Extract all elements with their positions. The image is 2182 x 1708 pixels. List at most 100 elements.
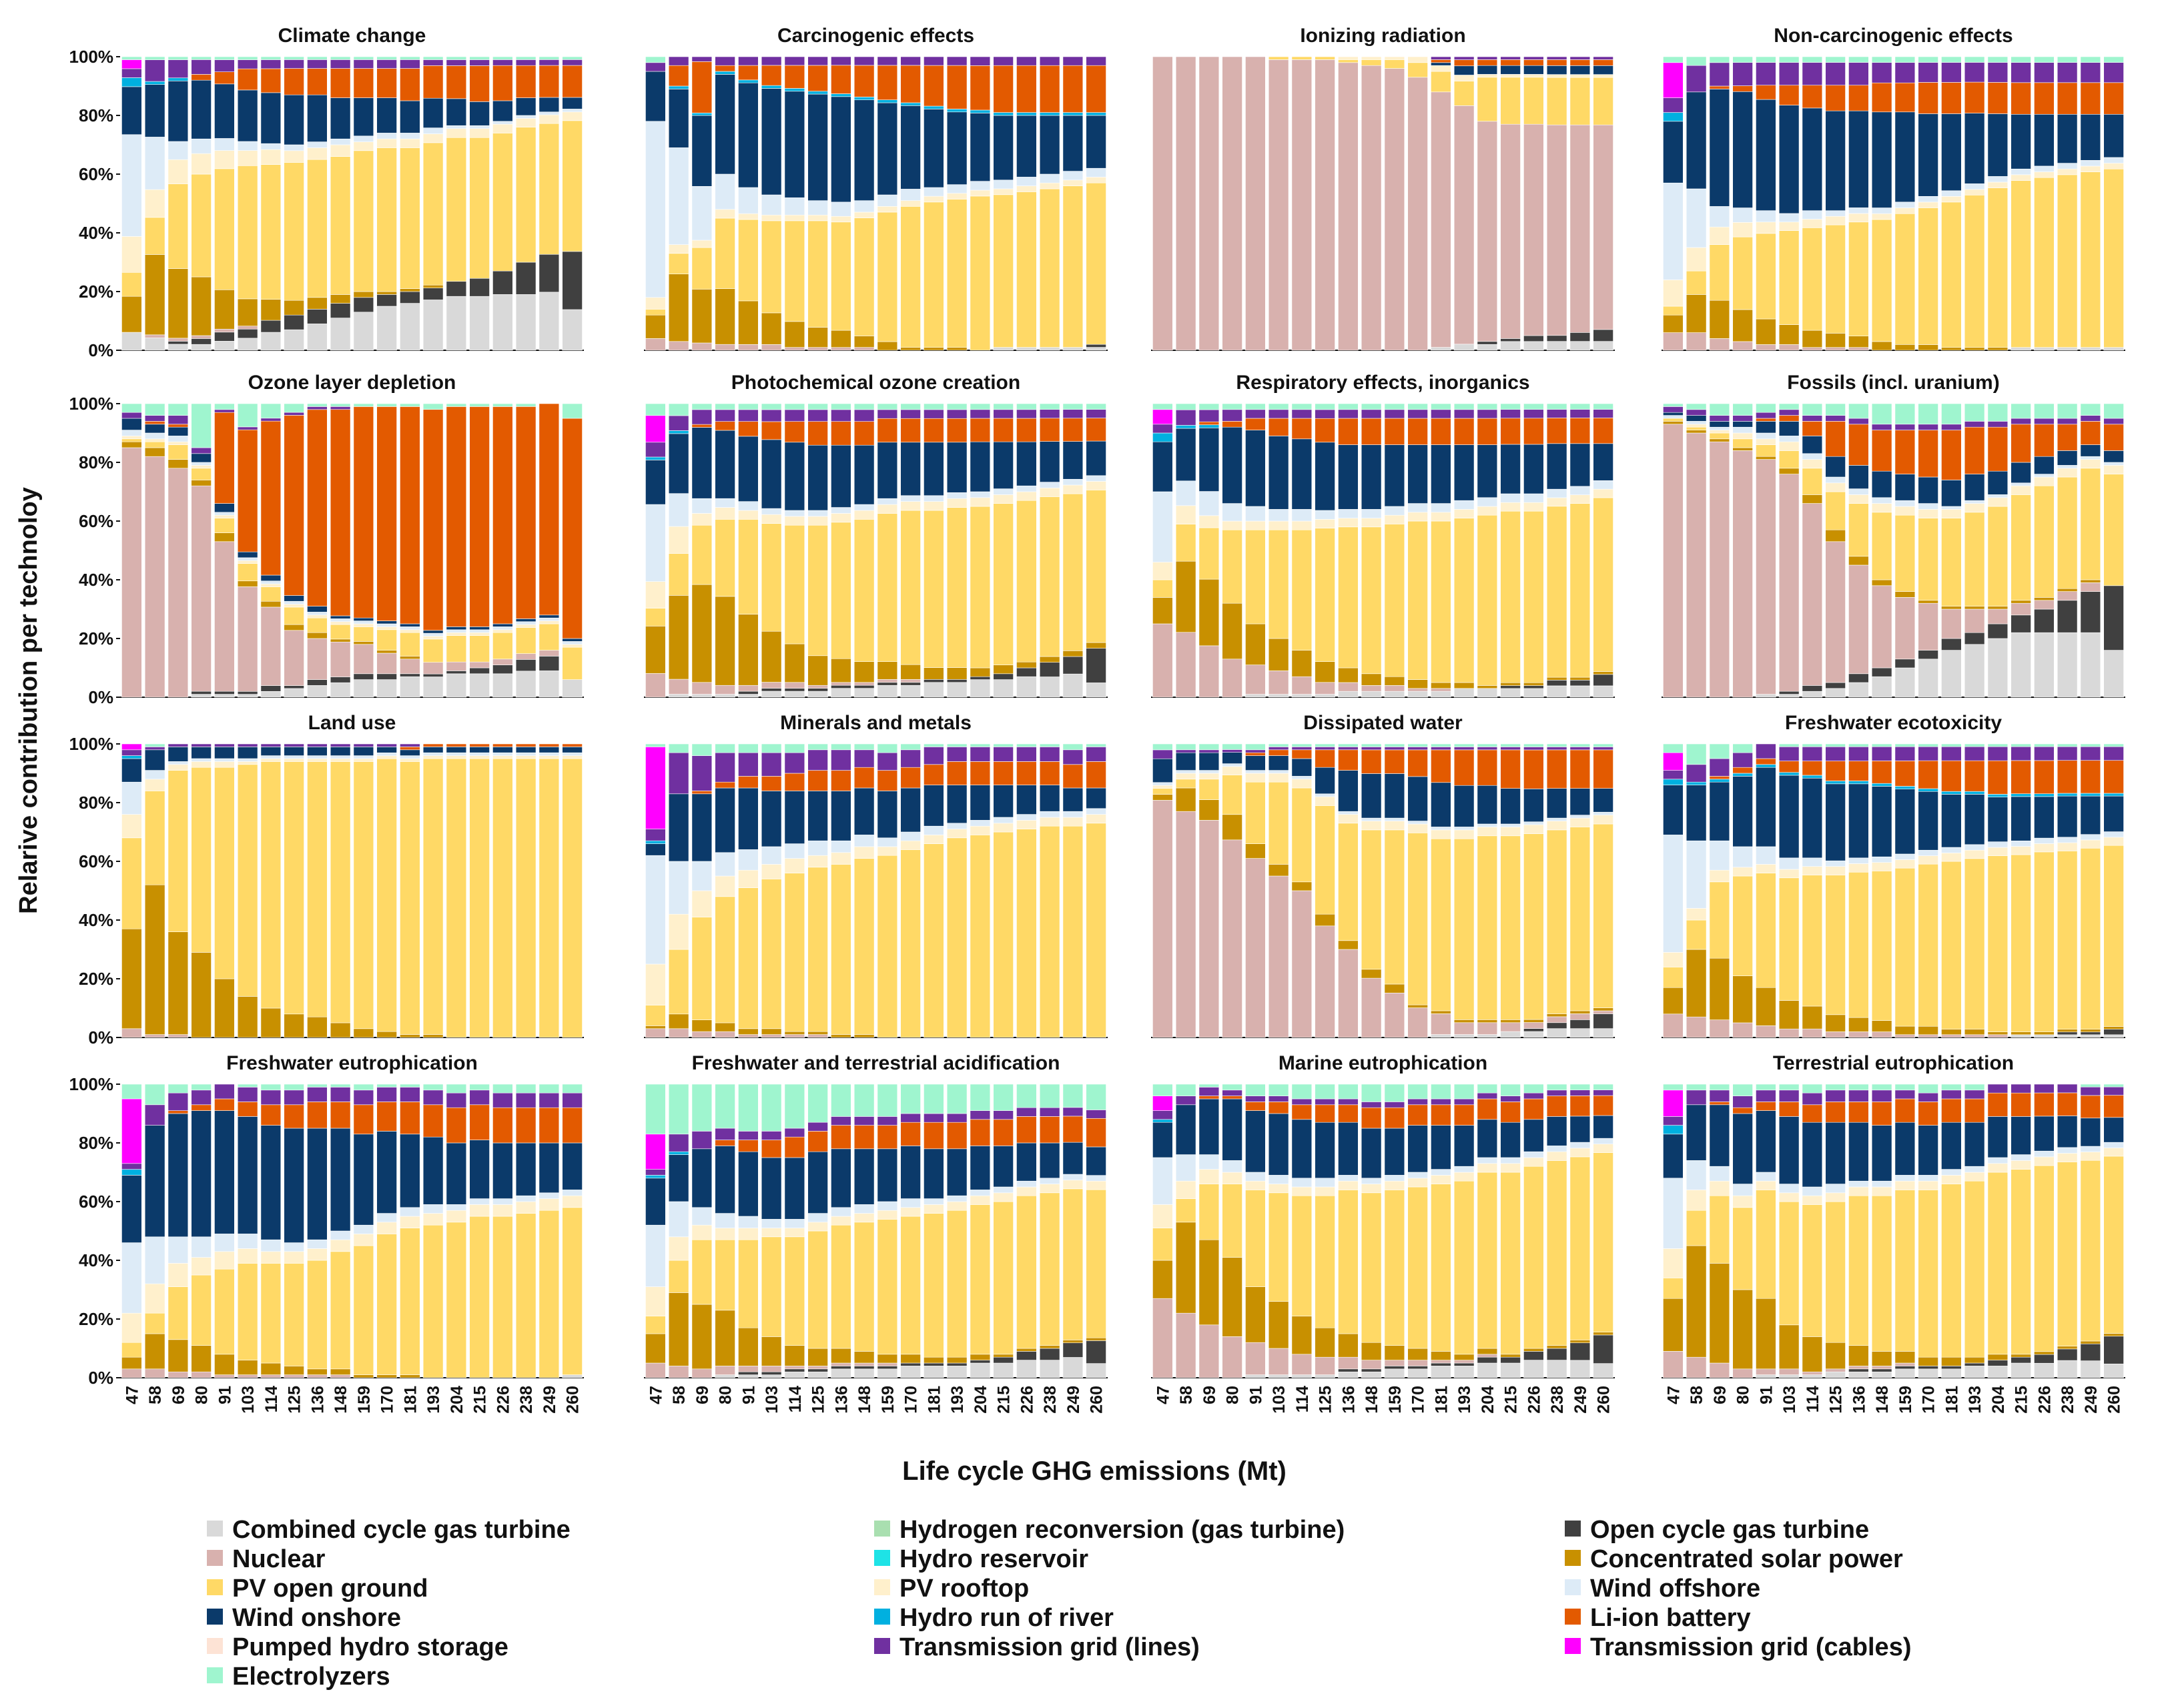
bar-segment-liion <box>1500 1102 1521 1123</box>
panel-11: Dissipated water <box>1151 712 1615 1038</box>
x-tick-label: 181 <box>401 1386 420 1414</box>
bar-segment-woff <box>2080 159 2101 167</box>
bar-segment-ely <box>1268 1084 1289 1096</box>
bar-segment-tgl <box>121 68 142 78</box>
bar-segment-pvrt <box>1778 222 1800 231</box>
bar-segment-pvog <box>1291 529 1313 651</box>
bar-segment-ocgt <box>1500 685 1521 689</box>
bar-segment-csp <box>260 600 282 608</box>
bar-segment-tgl <box>1802 1092 1823 1106</box>
bar-segment-pvrt <box>853 510 875 520</box>
bar-segment-nuc <box>260 606 282 686</box>
bar-segment-hror <box>121 1169 142 1176</box>
bar-segment-ely <box>422 56 444 60</box>
bar-segment-pvog <box>2034 177 2055 348</box>
bar-segment-woff <box>307 612 328 616</box>
bar-segment-liion <box>2011 760 2031 795</box>
bar-segment-ccgt <box>422 300 444 351</box>
bar-segment-ely <box>2103 403 2124 419</box>
bar-segment-pvrt <box>1453 1172 1475 1182</box>
bar-segment-csp <box>167 268 189 339</box>
bar-segment-csp <box>1152 1260 1173 1299</box>
bar-segment-pvrt <box>121 814 142 839</box>
bar-segment-liion <box>738 776 759 789</box>
bar-segment-woff <box>191 138 212 154</box>
y-tick-label: 40% <box>79 223 113 243</box>
bar-segment-woff <box>2057 837 2078 843</box>
bar-segment-tgl <box>1546 1090 1567 1096</box>
bar-segment-woff <box>1569 1142 1591 1149</box>
bar-segment-csp <box>645 1025 666 1029</box>
bar-segment-woff <box>376 623 397 627</box>
bar-segment-pvog <box>1848 222 1869 336</box>
bar-segment-nuc <box>738 344 759 351</box>
legend-label: Wind onshore <box>232 1604 401 1632</box>
bar-segment-woff <box>1686 840 1707 909</box>
bar-segment-nuc <box>1894 597 1916 660</box>
bar-segment-won <box>167 747 189 762</box>
bar-segment-ely <box>1918 56 1938 63</box>
bar-segment-pvrt <box>1732 222 1753 238</box>
bar-segment-woff <box>831 201 851 217</box>
bar-segment-tgl <box>1453 1098 1475 1106</box>
bar-segment-tgl <box>1268 409 1289 419</box>
bar-segment-won <box>691 793 713 862</box>
bar-segment-tgl <box>1198 749 1220 753</box>
bar-segment-ely <box>191 403 212 448</box>
bar-segment-pvrt <box>2057 1153 2078 1162</box>
bar-segment-won <box>1407 444 1428 504</box>
bar-segment-pvrt <box>1918 509 1938 518</box>
bar-segment-csp <box>1987 606 2009 610</box>
bar-segment-ocgt <box>1871 667 1892 677</box>
bar-segment-nuc <box>1500 123 1521 339</box>
bar-segment-pvrt <box>1848 213 1869 223</box>
bar-segment-woff <box>1384 1175 1405 1182</box>
bar-segment-pvrt <box>1500 74 1521 78</box>
y-tick-label: 20% <box>79 1309 113 1329</box>
bar-segment-csp <box>1894 591 1916 598</box>
bar-segment-pvrt <box>446 632 467 636</box>
bar-segment-liion <box>1062 65 1084 113</box>
bar-segment-ccgt <box>307 685 328 698</box>
bar-segment-won <box>1987 470 2009 495</box>
bar-segment-won <box>284 1128 304 1243</box>
bar-segment-nuc <box>1198 1324 1220 1378</box>
bar-segment-csp <box>1686 949 1707 1017</box>
bar-segment-won <box>2011 113 2031 169</box>
bar-segment-woff <box>260 1239 282 1252</box>
bar-segment-tgl <box>761 1131 782 1140</box>
bar-segment-pvrt <box>1802 866 1823 875</box>
bar-segment-ely <box>1964 56 1985 63</box>
bar-segment-liion <box>761 776 782 791</box>
bar-segment-ccgt <box>715 1374 735 1378</box>
x-tick-label: 125 <box>1827 1386 1846 1414</box>
bar-segment-csp <box>1152 597 1173 624</box>
bar-segment-nuc <box>144 334 165 338</box>
bar-segment-won <box>715 74 735 175</box>
x-tick-label: 170 <box>1409 1386 1428 1414</box>
bar-segment-won <box>1964 794 1985 845</box>
bar-segment-csp <box>761 1028 782 1035</box>
bar-segment-pvrt <box>1245 1180 1266 1190</box>
bar-segment-pvrt <box>2103 837 2124 846</box>
bar-segment-pvrt <box>1825 482 1846 492</box>
bar-segment-ocgt <box>191 691 212 695</box>
y-tick-label: 60% <box>79 164 113 184</box>
bar-segment-tgl <box>1039 409 1060 419</box>
bar-segment-csp <box>237 580 258 587</box>
bar-segment-won <box>1039 115 1060 175</box>
bar-segment-tgl <box>1222 409 1242 422</box>
bar-segment-pvog <box>738 887 759 1029</box>
x-tick-label: 238 <box>517 1386 536 1414</box>
bar-segment-liion <box>1894 82 1916 113</box>
bar-segment-pvog <box>1152 1228 1173 1261</box>
bar-segment-pvog <box>1663 1278 1684 1299</box>
bar-segment-won <box>1086 115 1106 169</box>
bar-segment-tgl <box>260 1090 282 1106</box>
bar-segment-woff <box>1268 770 1289 774</box>
bar-segment-pvog <box>1198 779 1220 800</box>
bar-segment-ely <box>1500 1084 1521 1096</box>
bar-segment-ely <box>1431 1084 1451 1100</box>
bar-segment-liion <box>214 1098 235 1111</box>
